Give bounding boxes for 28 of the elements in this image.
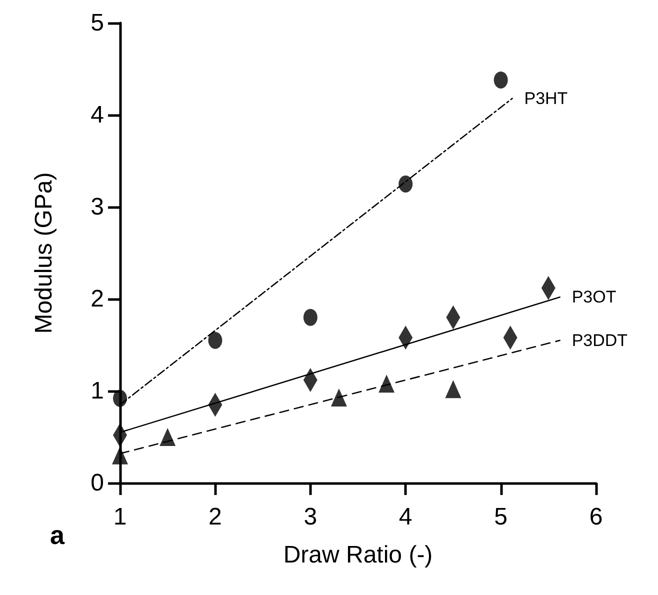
series-label: P3DDT [572, 330, 628, 350]
point [112, 446, 128, 464]
y-tick-label: 1 [90, 378, 104, 404]
point [113, 390, 127, 407]
x-tick-label: 5 [494, 504, 508, 530]
point [208, 332, 222, 349]
y-axis-title: Modulus (GPa) [30, 172, 58, 334]
point [330, 388, 347, 406]
y-tick-label: 3 [90, 194, 104, 220]
point [494, 72, 508, 89]
x-tick-label: 6 [589, 504, 603, 530]
y-tick-label: 4 [90, 102, 104, 128]
x-tick-label: 4 [398, 504, 412, 530]
x-tick-label: 2 [208, 504, 222, 530]
x-tick-label: 1 [113, 504, 127, 530]
y-tick-label: 2 [90, 286, 104, 312]
x-axis-title: Draw Ratio (-) [283, 542, 433, 568]
series-label: P3HT [524, 88, 568, 108]
point [378, 374, 395, 393]
x-tick-label: 3 [304, 504, 318, 530]
point [303, 308, 318, 326]
y-tick-label: 0 [90, 470, 104, 496]
y-tick-label: 5 [90, 10, 104, 36]
point [160, 428, 176, 446]
point [398, 176, 413, 192]
point [445, 380, 462, 398]
series-label: P3OT [572, 288, 616, 307]
text: a [50, 520, 65, 550]
